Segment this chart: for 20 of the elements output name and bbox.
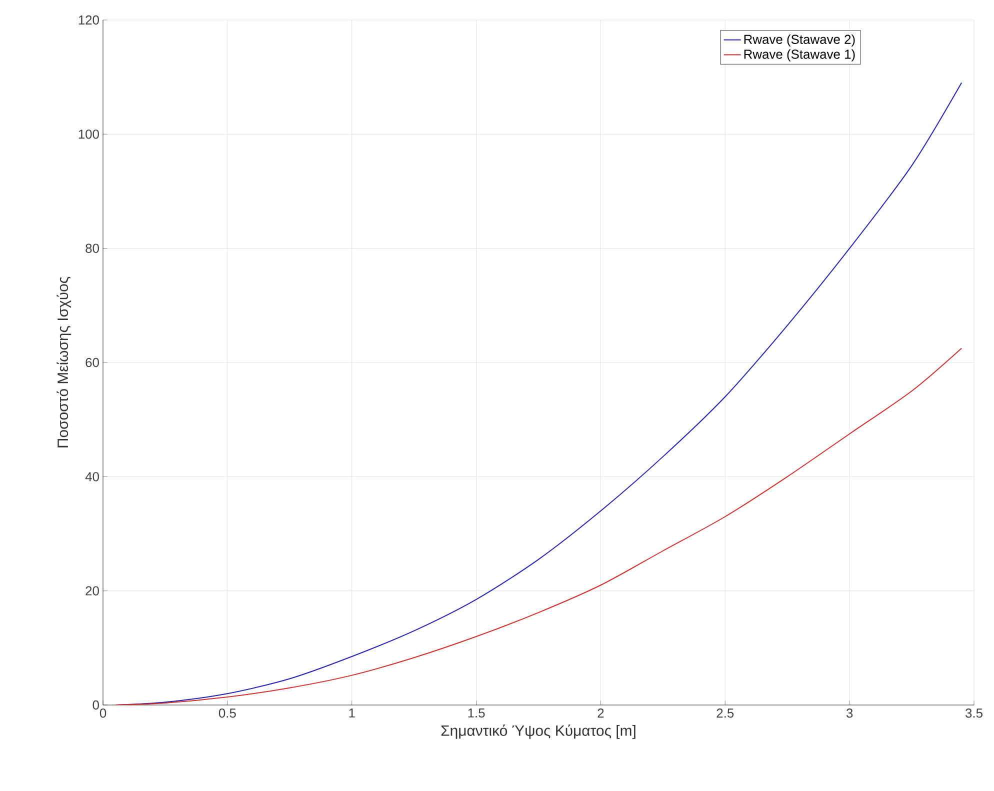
y-tick-label: 80 <box>86 244 99 253</box>
y-tick-label: 100 <box>78 130 99 139</box>
x-tick-label: 1 <box>349 708 355 718</box>
y-tick-label: 60 <box>86 358 99 368</box>
x-tick-label: 2.5 <box>716 708 734 718</box>
x-tick-label: 3.5 <box>966 708 982 718</box>
y-axis-title: Ποσοστό Μείωσης Ισχύος <box>56 276 72 448</box>
legend-label: Rwave (Stawave 2) <box>744 34 855 47</box>
y-tick-label: 120 <box>78 15 99 25</box>
y-tick-label: 0 <box>92 700 99 710</box>
y-tick-label: 20 <box>86 586 99 596</box>
line-series <box>114 348 962 705</box>
legend-label: Rwave (Stawave 1) <box>744 49 855 62</box>
x-axis-title: Σημαντικό Ύψος Κύματος [m] <box>441 724 636 739</box>
x-tick-label: 1.5 <box>468 708 485 718</box>
y-tick-label: 40 <box>85 472 99 482</box>
x-tick-label: 3 <box>846 708 853 718</box>
x-tick-label: 2 <box>598 708 604 718</box>
x-tick-label: 0 <box>100 708 106 718</box>
x-tick-label: 0.5 <box>218 708 236 718</box>
